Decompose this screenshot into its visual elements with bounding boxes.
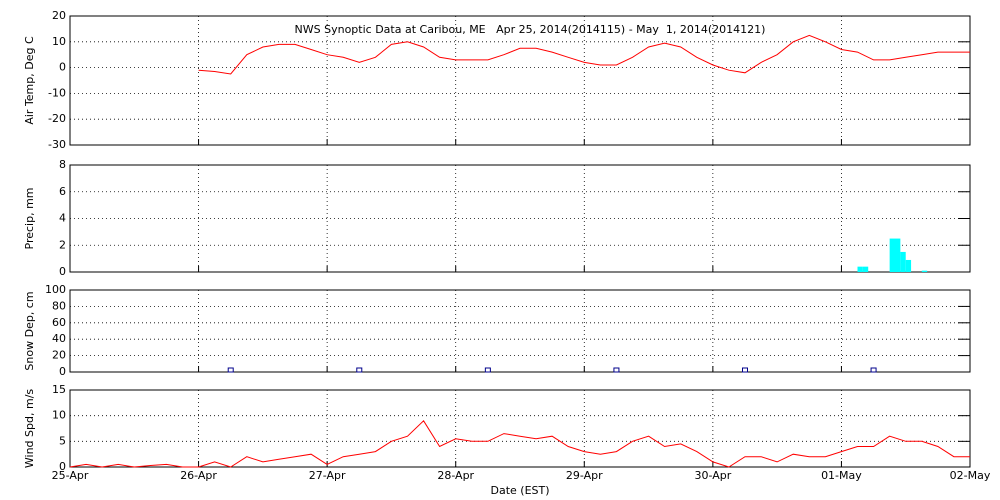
panel-frame	[69, 289, 971, 373]
y-tick-label: 60	[52, 316, 66, 329]
y-tick-label: 4	[59, 212, 66, 225]
y-tick-label: 100	[45, 283, 66, 296]
y-tick-label: 10	[52, 35, 66, 48]
y-tick-label: 5	[59, 434, 66, 447]
x-axis-label: Date (EST)	[490, 484, 549, 497]
bar	[862, 266, 869, 272]
x-tick-label: 02-May	[950, 469, 991, 482]
x-tick-label: 29-Apr	[566, 469, 603, 482]
point	[613, 367, 620, 373]
chart-title: NWS Synoptic Data at Caribou, ME Apr 25,…	[295, 23, 766, 36]
y-tick-label: -30	[48, 138, 66, 151]
y-tick-label: -20	[48, 112, 66, 125]
y-tick-label: 20	[52, 9, 66, 22]
x-tick-label: 25-Apr	[52, 469, 89, 482]
x-tick-label: 30-Apr	[694, 469, 731, 482]
y-axis-label: Air Temp, Deg C	[23, 36, 36, 125]
y-axis-label: Precip, mm	[23, 188, 36, 250]
point	[484, 367, 491, 373]
y-tick-label: 20	[52, 349, 66, 362]
y-tick-label: 0	[59, 61, 66, 74]
panel-frame	[69, 15, 971, 146]
x-tick-label: 26-Apr	[180, 469, 217, 482]
data-line	[198, 34, 970, 75]
y-tick-label: 0	[59, 460, 66, 473]
bar	[921, 270, 928, 272]
bar	[900, 251, 906, 272]
y-tick-label: 2	[59, 238, 66, 251]
y-axis-label: Wind Spd, m/s	[23, 389, 36, 469]
y-tick-label: 6	[59, 185, 66, 198]
y-axis-label: Snow Dep, cm	[23, 291, 36, 370]
y-tick-label: 80	[52, 299, 66, 312]
x-tick-label: 27-Apr	[309, 469, 346, 482]
bar	[889, 238, 895, 272]
point	[227, 367, 234, 373]
y-tick-label: 0	[59, 365, 66, 378]
point	[870, 367, 877, 373]
point	[356, 367, 363, 373]
data-line	[69, 420, 970, 468]
panel-frame	[69, 389, 971, 468]
bar	[905, 259, 912, 272]
x-tick-label: 01-May	[821, 469, 862, 482]
y-tick-label: -10	[48, 86, 66, 99]
y-tick-label: 0	[59, 265, 66, 278]
x-tick-label: 28-Apr	[437, 469, 474, 482]
y-tick-label: 15	[52, 383, 66, 396]
bar	[857, 266, 863, 272]
y-tick-label: 10	[52, 409, 66, 422]
bar	[895, 238, 901, 272]
y-tick-label: 8	[59, 158, 66, 171]
point	[742, 367, 748, 373]
y-tick-label: 40	[52, 332, 66, 345]
